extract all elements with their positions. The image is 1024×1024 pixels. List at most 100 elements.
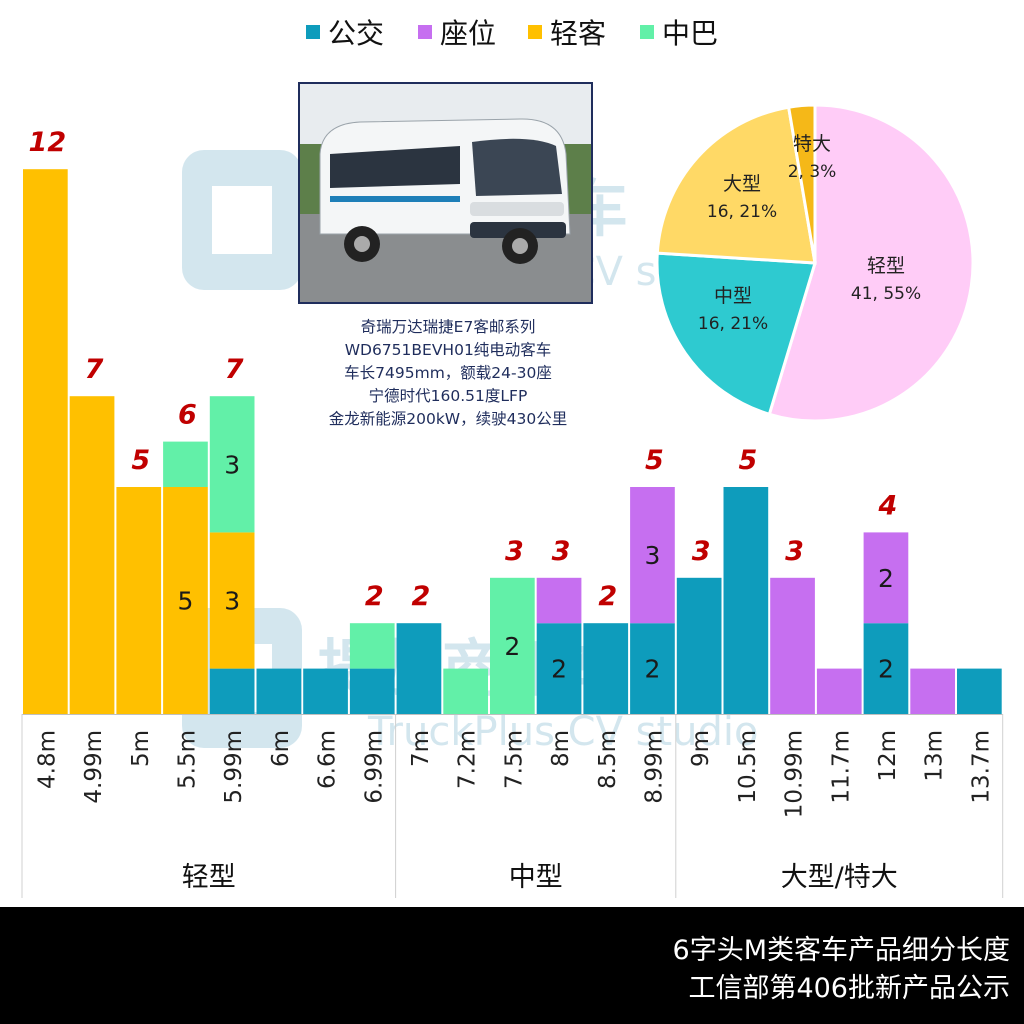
x-tick-label: 7.5m — [501, 730, 527, 789]
photo-caption-line: 奇瑞万达瑞捷E7客邮系列 — [360, 318, 536, 336]
x-tick-label: 10.5m — [735, 730, 761, 804]
segment-label: 5 — [177, 587, 193, 616]
bar-total-label: 3 — [552, 536, 571, 567]
bar-segment — [349, 668, 395, 714]
pie-slice-value: 16, 21% — [707, 202, 777, 222]
pie-slice-label: 大型 — [723, 173, 761, 195]
bar-segment — [209, 396, 255, 533]
segment-label: 3 — [224, 450, 240, 479]
bar-total-label: 2 — [598, 581, 617, 612]
bar-segment — [256, 668, 302, 714]
bar-segment — [536, 623, 582, 714]
bar-total-label: 3 — [692, 536, 711, 567]
legend-swatch — [418, 25, 432, 39]
x-tick-label: 7.2m — [455, 730, 481, 789]
bar-segment — [957, 668, 1002, 714]
bar-segment — [209, 532, 255, 669]
bar-segment — [770, 577, 815, 714]
photo-caption-line: 宁德时代160.51度LFP — [368, 387, 528, 405]
segment-label: 2 — [878, 564, 894, 593]
x-tick-label: 6.99m — [361, 730, 387, 804]
bar-segment — [630, 487, 675, 624]
bar-segment — [303, 668, 348, 714]
bar-segment — [163, 441, 208, 487]
x-tick-label: 4.99m — [81, 730, 107, 804]
segment-label: 2 — [551, 655, 567, 684]
bar-total-label: 2 — [365, 581, 384, 612]
bar-total-label: 7 — [85, 354, 104, 385]
group-label: 轻型 — [182, 862, 236, 893]
legend-swatch — [528, 25, 542, 39]
bus-photo-illustration — [300, 84, 591, 302]
bar-segment — [163, 487, 208, 714]
bar-total-label: 3 — [785, 536, 804, 567]
pie-slice-value: 16, 21% — [698, 314, 768, 334]
x-tick-label: 8.99m — [641, 730, 667, 804]
bar-total-label: 2 — [412, 581, 431, 612]
segment-label: 3 — [224, 587, 240, 616]
x-tick-label: 6m — [268, 730, 294, 767]
pie-slice — [786, 103, 817, 264]
pie-slice — [655, 105, 817, 265]
x-tick-label: 12m — [875, 730, 901, 782]
pie-slice-value: 2, 3% — [788, 162, 837, 182]
segment-label: 2 — [644, 655, 660, 684]
x-axis: 4.8m 4.99m 5m 5.5m 5.99m 6m 6.6m 6.99m 7m 7.2m 7.5… — [21, 714, 1004, 898]
group-label: 大型/特大 — [781, 862, 898, 893]
x-tick-label: 13m — [922, 730, 948, 782]
x-tick-label: 8m — [548, 730, 574, 767]
caption-subtitle: 工信部第406批新产品公示 — [688, 973, 1010, 1004]
bar-segment — [863, 532, 909, 624]
bar-segment — [23, 169, 68, 714]
bar-segment — [630, 623, 675, 714]
bar-total-label: 5 — [131, 445, 150, 476]
pie-slice — [767, 103, 975, 423]
segment-label: 2 — [504, 632, 520, 661]
pie-slice-label: 轻型 — [867, 255, 905, 277]
legend-label: 中巴 — [662, 17, 718, 50]
pie-slice-label: 特大 — [793, 133, 831, 155]
bar-segment — [349, 623, 395, 669]
bar-segment — [116, 487, 162, 714]
bar-total-label: 4 — [878, 490, 898, 521]
bar-segment — [723, 487, 769, 714]
legend-label: 公交 — [328, 17, 384, 50]
bar-segment — [676, 577, 722, 714]
x-tick-label: 13.7m — [968, 730, 994, 804]
x-tick-label: 11.7m — [828, 730, 854, 804]
bar-total-label: 7 — [225, 354, 244, 385]
x-tick-label: 7m — [408, 730, 434, 767]
bus-photo — [298, 82, 593, 304]
bar-total-label: 5 — [645, 445, 664, 476]
bar-segment — [583, 623, 629, 714]
x-tick-label: 4.8m — [34, 730, 60, 789]
x-tick-label: 6.6m — [315, 730, 341, 789]
legend-swatch — [640, 25, 654, 39]
segment-label: 3 — [644, 541, 660, 570]
watermark-sub-text: TruckPlus CV studio — [367, 709, 759, 755]
bar-segment — [396, 623, 442, 714]
pie-slice — [655, 251, 817, 417]
bar-segment — [209, 668, 255, 714]
bar-segment — [69, 396, 115, 714]
x-tick-label: 8.5m — [595, 730, 621, 789]
bar-total-label: 3 — [505, 536, 524, 567]
caption-band — [0, 907, 1024, 1024]
bar-total-label: 5 — [738, 445, 757, 476]
x-tick-label: 9m — [688, 730, 714, 767]
pie-slice-value: 41, 55% — [851, 284, 921, 304]
segment-label: 2 — [878, 655, 894, 684]
legend-label: 轻客 — [550, 17, 606, 50]
pie-slice-label: 中型 — [714, 285, 752, 307]
x-tick-label: 5m — [128, 730, 154, 767]
legend-swatch — [306, 25, 320, 39]
bar-segment — [536, 577, 582, 624]
bar-segment — [863, 623, 909, 714]
bar-segment — [443, 668, 488, 714]
legend-label: 座位 — [440, 17, 496, 50]
photo-caption-line: WD6751BEVH01纯电动客车 — [344, 341, 552, 359]
legend: 公交 座位 轻客 中巴 — [306, 17, 718, 50]
x-tick-label: 5.99m — [221, 730, 247, 804]
x-tick-label: 10.99m — [782, 730, 808, 818]
